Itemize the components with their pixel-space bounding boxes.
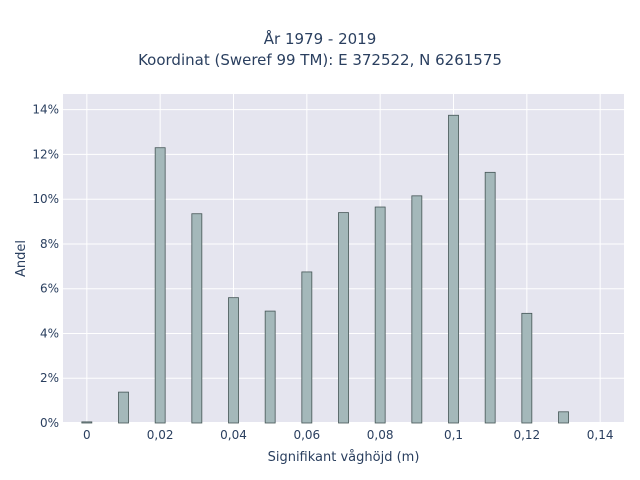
y-tick-label: 12% <box>32 147 59 161</box>
x-tick-label: 0,08 <box>367 428 394 442</box>
bar <box>228 297 239 424</box>
x-tick-label: 0,14 <box>587 428 614 442</box>
y-tick-labels: 0% 2% 4% 6% 8% 10% 12% 14% <box>32 103 59 430</box>
y-tick-label: 2% <box>40 371 59 385</box>
x-tick-label: 0,1 <box>444 428 463 442</box>
chart-title: År 1979 - 2019 <box>263 30 377 48</box>
y-tick-label: 0% <box>40 416 59 430</box>
y-tick-label: 8% <box>40 237 59 251</box>
bar <box>521 312 533 424</box>
x-tick-labels: 0 0,02 0,04 0,06 0,08 0,1 0,12 0,14 <box>83 428 614 442</box>
y-tick-label: 6% <box>40 282 59 296</box>
bar <box>264 310 276 424</box>
bar <box>81 421 93 424</box>
x-tick-label: 0,04 <box>220 428 247 442</box>
y-tick-label: 4% <box>40 326 59 340</box>
bar <box>191 213 203 424</box>
bar <box>484 171 496 424</box>
bar <box>448 114 459 424</box>
y-tick-label: 14% <box>32 103 59 117</box>
bar <box>154 147 166 424</box>
bar <box>374 206 386 424</box>
bar <box>338 212 349 424</box>
bars <box>81 114 569 424</box>
x-tick-label: 0 <box>83 428 91 442</box>
bar <box>118 391 129 424</box>
chart-subtitle: Koordinat (Sweref 99 TM): E 372522, N 62… <box>138 51 502 69</box>
bar <box>301 271 313 424</box>
bar <box>411 195 423 424</box>
x-tick-label: 0,02 <box>147 428 174 442</box>
y-tick-label: 10% <box>32 192 59 206</box>
y-axis-label: Andel <box>14 240 29 277</box>
x-tick-label: 0,12 <box>513 428 540 442</box>
x-axis-label: Signifikant våghöjd (m) <box>268 450 420 465</box>
bar <box>558 411 569 424</box>
x-tick-label: 0,06 <box>293 428 320 442</box>
